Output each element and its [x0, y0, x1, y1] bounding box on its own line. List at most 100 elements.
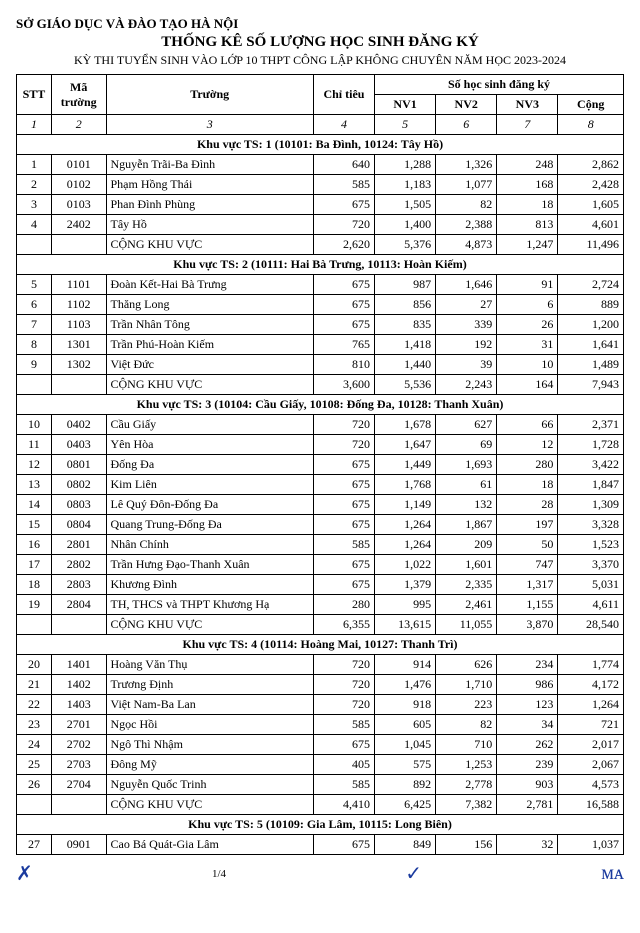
cell-cong: 1,200: [558, 315, 624, 335]
section-header-row: Khu vực TS: 5 (10109: Gia Lâm, 10115: Lo…: [17, 815, 624, 835]
cell-stt: 17: [17, 555, 52, 575]
cell-cong: 1,774: [558, 655, 624, 675]
cell-nv2: 27: [436, 295, 497, 315]
cell-cong: 4,601: [558, 215, 624, 235]
cell-ma: 0402: [51, 415, 106, 435]
cell-nv1: 918: [375, 695, 436, 715]
cell-nv1: 1,400: [375, 215, 436, 235]
cell-cong: 1,728: [558, 435, 624, 455]
cell-nv2: 1,253: [436, 755, 497, 775]
cell-nv3: 903: [497, 775, 558, 795]
cell-truong: Tây Hồ: [106, 215, 313, 235]
cell-ma: 1103: [51, 315, 106, 335]
cell-stt: 12: [17, 455, 52, 475]
table-row: 192804TH, THCS và THPT Khương Hạ2809952,…: [17, 595, 624, 615]
page-number: 1/4: [212, 868, 226, 880]
table-row: 20102Phạm Hồng Thái5851,1831,0771682,428: [17, 175, 624, 195]
signature-1: ✗: [16, 861, 33, 886]
cell-cong: 721: [558, 715, 624, 735]
cell-ma: 2402: [51, 215, 106, 235]
cell-nv2: 339: [436, 315, 497, 335]
col-ma: Mã trường: [51, 75, 106, 115]
cell-ma: 2804: [51, 595, 106, 615]
cell-ct: 675: [313, 495, 374, 515]
sum-nv1: 5,536: [375, 375, 436, 395]
cell-ma: 2702: [51, 735, 106, 755]
table-row: 30103Phan Đình Phùng6751,50582181,605: [17, 195, 624, 215]
cell-ma: 2803: [51, 575, 106, 595]
cell-stt: 18: [17, 575, 52, 595]
cell-ct: 765: [313, 335, 374, 355]
sum-nv2: 11,055: [436, 615, 497, 635]
cell-nv2: 82: [436, 715, 497, 735]
cell-stt: 21: [17, 675, 52, 695]
cell-nv2: 2,335: [436, 575, 497, 595]
col-nv3: NV3: [497, 95, 558, 115]
cell-truong: Cầu Giấy: [106, 415, 313, 435]
sum-nv2: 4,873: [436, 235, 497, 255]
cell-ma: 1301: [51, 335, 106, 355]
cell-cong: 2,067: [558, 755, 624, 775]
table-row: 130802Kim Liên6751,76861181,847: [17, 475, 624, 495]
table-row: 201401Hoàng Văn Thụ7209146262341,774: [17, 655, 624, 675]
table-row: 71103Trần Nhân Tông675835339261,200: [17, 315, 624, 335]
cell-stt: 27: [17, 835, 52, 855]
sum-nv1: 5,376: [375, 235, 436, 255]
cell-cong: 1,523: [558, 535, 624, 555]
cell-nv1: 987: [375, 275, 436, 295]
cell-stt: 22: [17, 695, 52, 715]
cell-ma: 0901: [51, 835, 106, 855]
cell-nv3: 12: [497, 435, 558, 455]
cell-nv2: 627: [436, 415, 497, 435]
table-row: 232701Ngọc Hồi5856058234721: [17, 715, 624, 735]
cell-truong: Phạm Hồng Thái: [106, 175, 313, 195]
cell-nv1: 892: [375, 775, 436, 795]
cell-truong: Ngô Thì Nhậm: [106, 735, 313, 755]
org-name: SỞ GIÁO DỤC VÀ ĐÀO TẠO HÀ NỘI: [16, 16, 624, 32]
cell-truong: Nguyễn Trãi-Ba Đình: [106, 155, 313, 175]
cell-nv1: 1,449: [375, 455, 436, 475]
cell-cong: 889: [558, 295, 624, 315]
cell-truong: Yên Hòa: [106, 435, 313, 455]
sum-nv1: 13,615: [375, 615, 436, 635]
cell-nv2: 1,601: [436, 555, 497, 575]
cell-truong: Trương Định: [106, 675, 313, 695]
cell-nv3: 239: [497, 755, 558, 775]
table-head: STT Mã trường Trường Chỉ tiêu Số học sin…: [17, 75, 624, 135]
table-row: 150804Quang Trung-Đống Đa6751,2641,86719…: [17, 515, 624, 535]
cell-nv3: 6: [497, 295, 558, 315]
cell-nv2: 132: [436, 495, 497, 515]
cell-nv2: 710: [436, 735, 497, 755]
cell-truong: Trần Hưng Đạo-Thanh Xuân: [106, 555, 313, 575]
cell-ct: 585: [313, 535, 374, 555]
table-row: 221403Việt Nam-Ba Lan7209182231231,264: [17, 695, 624, 715]
table-row: 172802Trần Hưng Đạo-Thanh Xuân6751,0221,…: [17, 555, 624, 575]
sum-cong: 7,943: [558, 375, 624, 395]
cell-nv3: 168: [497, 175, 558, 195]
cell-nv3: 234: [497, 655, 558, 675]
cell-stt: 1: [17, 155, 52, 175]
cell-nv2: 2,778: [436, 775, 497, 795]
table-row: 100402Cầu Giấy7201,678627662,371: [17, 415, 624, 435]
cell-cong: 3,328: [558, 515, 624, 535]
cell-cong: 1,605: [558, 195, 624, 215]
cell-stt: 15: [17, 515, 52, 535]
cell-nv2: 223: [436, 695, 497, 715]
sum-cong: 16,588: [558, 795, 624, 815]
cell-nv1: 995: [375, 595, 436, 615]
cell-nv1: 1,149: [375, 495, 436, 515]
cell-ct: 675: [313, 315, 374, 335]
col-nv1: NV1: [375, 95, 436, 115]
cell-nv1: 835: [375, 315, 436, 335]
cell-truong: Ngọc Hồi: [106, 715, 313, 735]
sum-nv1: 6,425: [375, 795, 436, 815]
cell-stt: 6: [17, 295, 52, 315]
section-title: Khu vực TS: 3 (10104: Cầu Giấy, 10108: Đ…: [17, 395, 624, 415]
sum-label: CỘNG KHU VỰC: [106, 375, 313, 395]
section-header-row: Khu vực TS: 1 (10101: Ba Đình, 10124: Tâ…: [17, 135, 624, 155]
cell-nv3: 747: [497, 555, 558, 575]
cell-ct: 675: [313, 555, 374, 575]
cell-truong: Đông Mỹ: [106, 755, 313, 775]
col-truong: Trường: [106, 75, 313, 115]
cell-stt: 19: [17, 595, 52, 615]
